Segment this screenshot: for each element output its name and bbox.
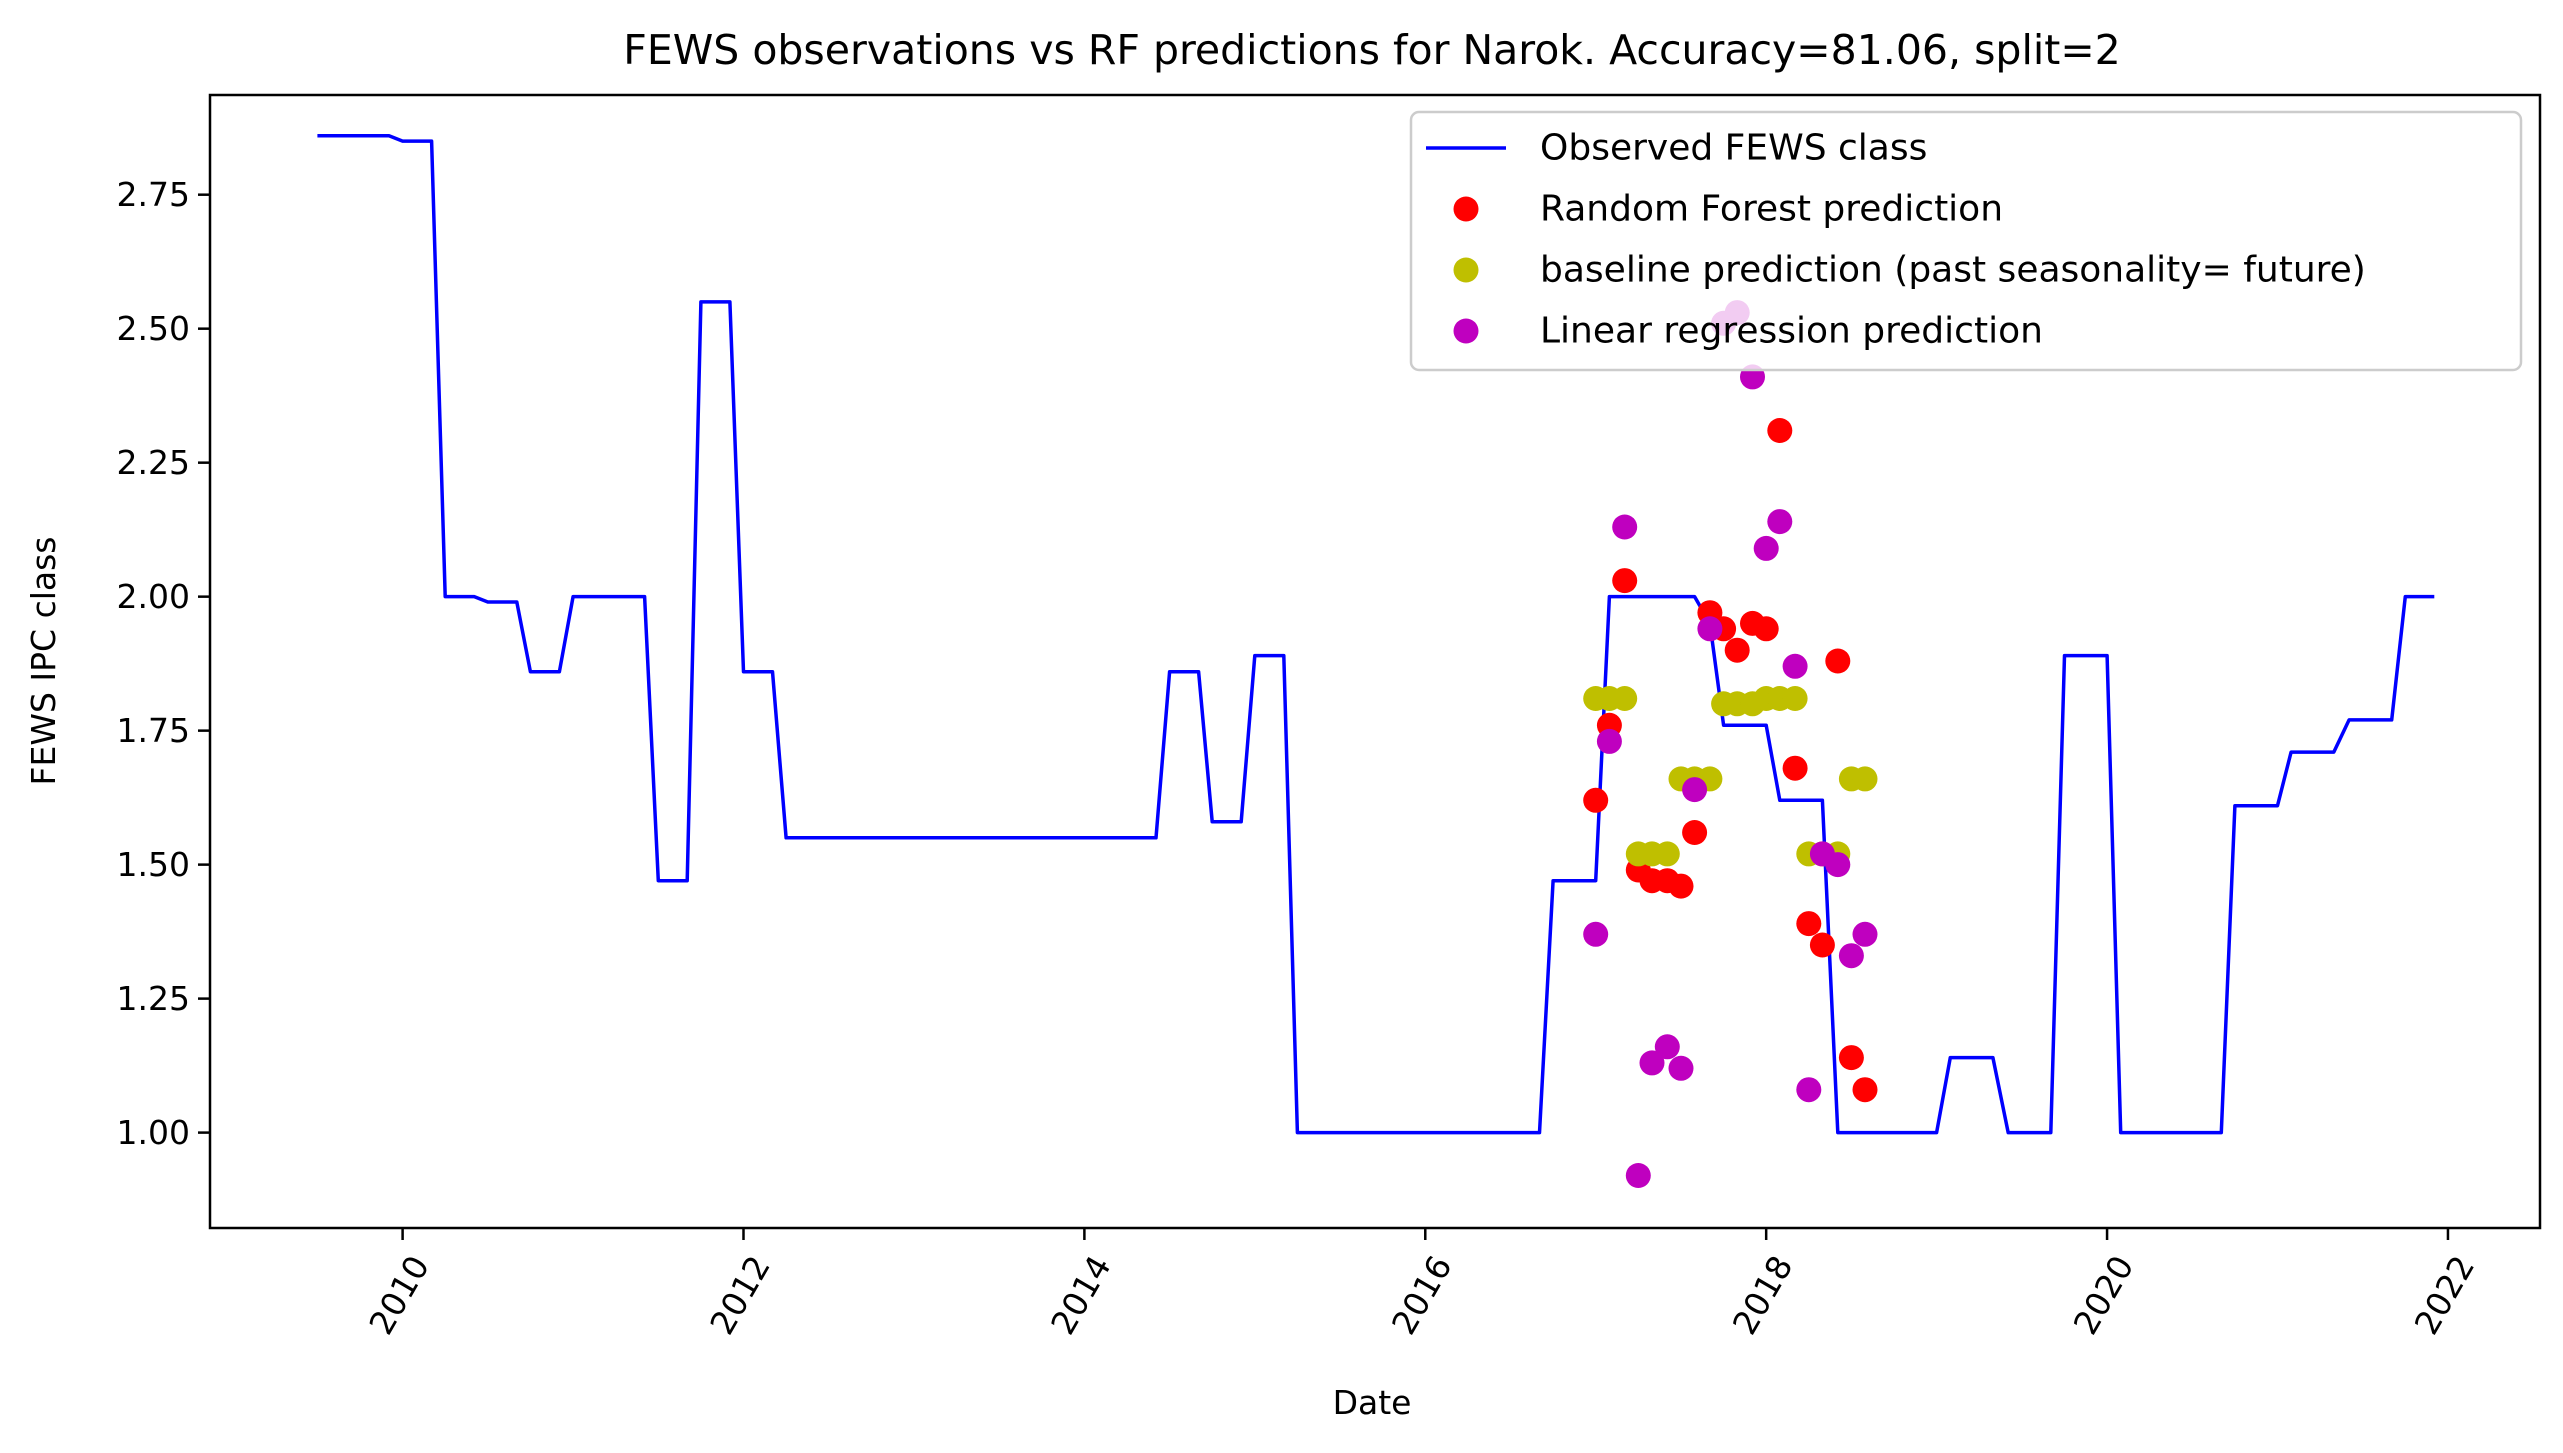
y-tick-label: 2.75 — [117, 175, 190, 214]
legend-entries: Observed FEWS class Random Forest predict… — [1426, 128, 2366, 352]
series-layer — [317, 133, 2435, 1188]
scatter-point — [1596, 728, 1622, 754]
y-tick-label: 2.00 — [117, 577, 190, 616]
scatter-point — [1583, 787, 1609, 813]
scatter-point — [1825, 648, 1851, 674]
scatter-point — [1612, 686, 1638, 711]
scatter-point — [1753, 535, 1779, 561]
scatter-point — [1825, 852, 1851, 878]
scatter-point — [1809, 932, 1835, 958]
scatter-point — [1782, 755, 1808, 781]
scatter-point — [1612, 514, 1638, 540]
observed-fews-line — [317, 133, 2435, 1135]
scatter-point — [1682, 820, 1708, 845]
legend-label: baseline prediction (past seasonality= f… — [1540, 250, 2366, 291]
legend-label: Random Forest prediction — [1540, 189, 2003, 230]
scatter-point — [1668, 1055, 1694, 1081]
chart-title: FEWS observations vs RF predictions for … — [623, 26, 2121, 74]
y-tick-label: 1.25 — [117, 979, 190, 1018]
legend-label: Linear regression prediction — [1540, 311, 2043, 352]
legend-marker-swatch — [1453, 257, 1479, 283]
scatter-point — [1583, 921, 1609, 947]
scatter-point — [1838, 1045, 1864, 1071]
legend-frame — [1409, 110, 2523, 372]
scatter-point — [1852, 921, 1878, 947]
scatter-point — [1796, 1077, 1822, 1103]
x-axis-label: Date — [1333, 1383, 1412, 1422]
scatter-point — [1838, 943, 1864, 969]
plot-frame — [208, 93, 2542, 1230]
legend: Observed FEWS class Random Forest predict… — [1409, 110, 2523, 372]
scatter-point — [1612, 568, 1638, 594]
scatter-point — [1767, 418, 1793, 443]
scatter-point — [1796, 911, 1822, 937]
scatter-point — [1654, 1034, 1680, 1060]
y-axis: 1.00 1.25 1.50 1.75 2.00 2.25 2.50 2.75 — [117, 175, 210, 1152]
y-tick-label: 2.25 — [117, 443, 190, 482]
y-tick-label: 1.75 — [117, 711, 190, 750]
legend-marker-swatch — [1453, 196, 1479, 222]
y-tick-label: 1.50 — [117, 845, 190, 884]
scatter-point — [1782, 653, 1808, 679]
scatter-point — [1668, 873, 1694, 899]
y-axis-label: FEWS IPC class — [24, 537, 63, 786]
scatter-point — [1767, 509, 1793, 535]
legend-label: Observed FEWS class — [1540, 128, 1927, 169]
scatter-point — [1639, 1050, 1665, 1076]
scatter-point — [1852, 1077, 1878, 1103]
scatter-point — [1682, 777, 1708, 803]
y-tick-label: 2.50 — [117, 309, 190, 348]
scatter-point — [1697, 616, 1723, 642]
scatter-point — [1625, 1163, 1651, 1188]
scatter-point — [1782, 686, 1808, 711]
scatter-point — [1852, 766, 1878, 792]
scatter-point — [1654, 841, 1680, 867]
scatter-point — [1724, 637, 1750, 663]
legend-marker-swatch — [1453, 318, 1479, 344]
y-tick-label: 1.00 — [117, 1113, 190, 1152]
scatter-point — [1753, 616, 1779, 642]
